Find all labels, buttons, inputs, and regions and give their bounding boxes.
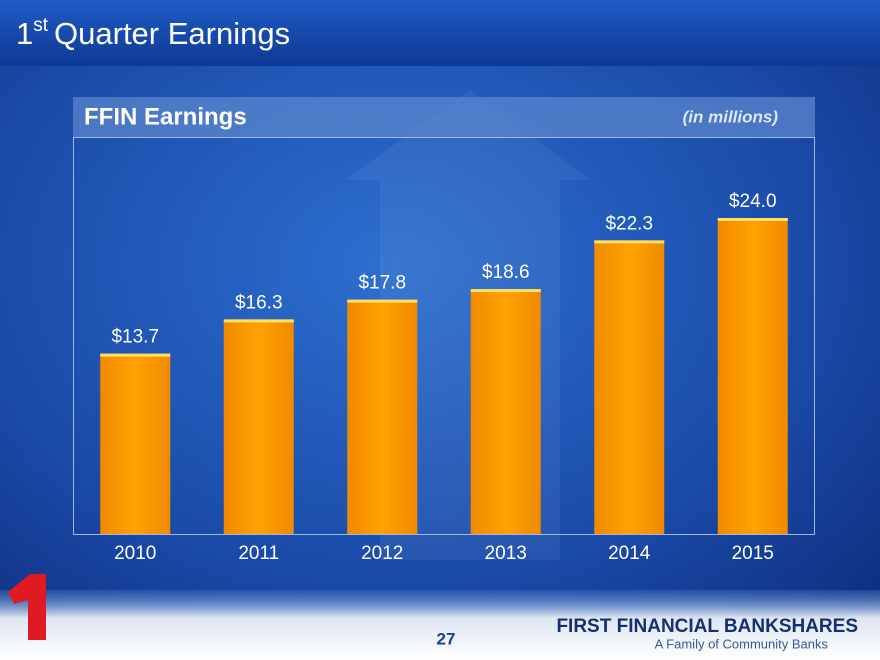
value-label: $13.7 (111, 327, 159, 348)
value-label: $24.0 (729, 191, 777, 212)
x-tick-label: 2011 (238, 543, 279, 564)
bar-highlight (717, 218, 788, 221)
bar (717, 218, 788, 534)
title-bar (0, 0, 880, 66)
bar (470, 289, 541, 534)
bar (347, 299, 418, 534)
x-tick-label: 2014 (608, 543, 651, 564)
x-tick-label: 2013 (485, 543, 527, 564)
chart-header (73, 97, 815, 137)
plot-frame (73, 137, 815, 535)
chart-title: FFIN Earnings (84, 103, 247, 130)
bar-highlight (594, 240, 665, 244)
value-label: $22.3 (605, 213, 653, 234)
chart-subtitle: (in millions) (683, 107, 779, 126)
bar-highlight (347, 299, 418, 303)
slide-title: 1st Quarter Earnings (16, 15, 290, 51)
logo-one (8, 574, 46, 640)
value-label: $17.8 (358, 273, 406, 294)
x-tick-label: 2010 (114, 543, 156, 564)
bar-highlight (223, 319, 294, 323)
bar (100, 353, 171, 534)
value-label: $16.3 (235, 292, 283, 313)
bar (594, 240, 665, 534)
brand: FIRST FINANCIAL BANKSHARES (556, 616, 858, 637)
value-label: $18.6 (482, 262, 530, 283)
bar-highlight (470, 289, 541, 293)
bar (223, 319, 294, 534)
footer-band (0, 590, 880, 660)
x-tick-label: 2012 (361, 543, 403, 564)
bar-highlight (100, 353, 171, 357)
tagline: A Family of Community Banks (655, 636, 829, 651)
page-number: 27 (437, 629, 456, 648)
x-tick-label: 2015 (732, 543, 774, 564)
